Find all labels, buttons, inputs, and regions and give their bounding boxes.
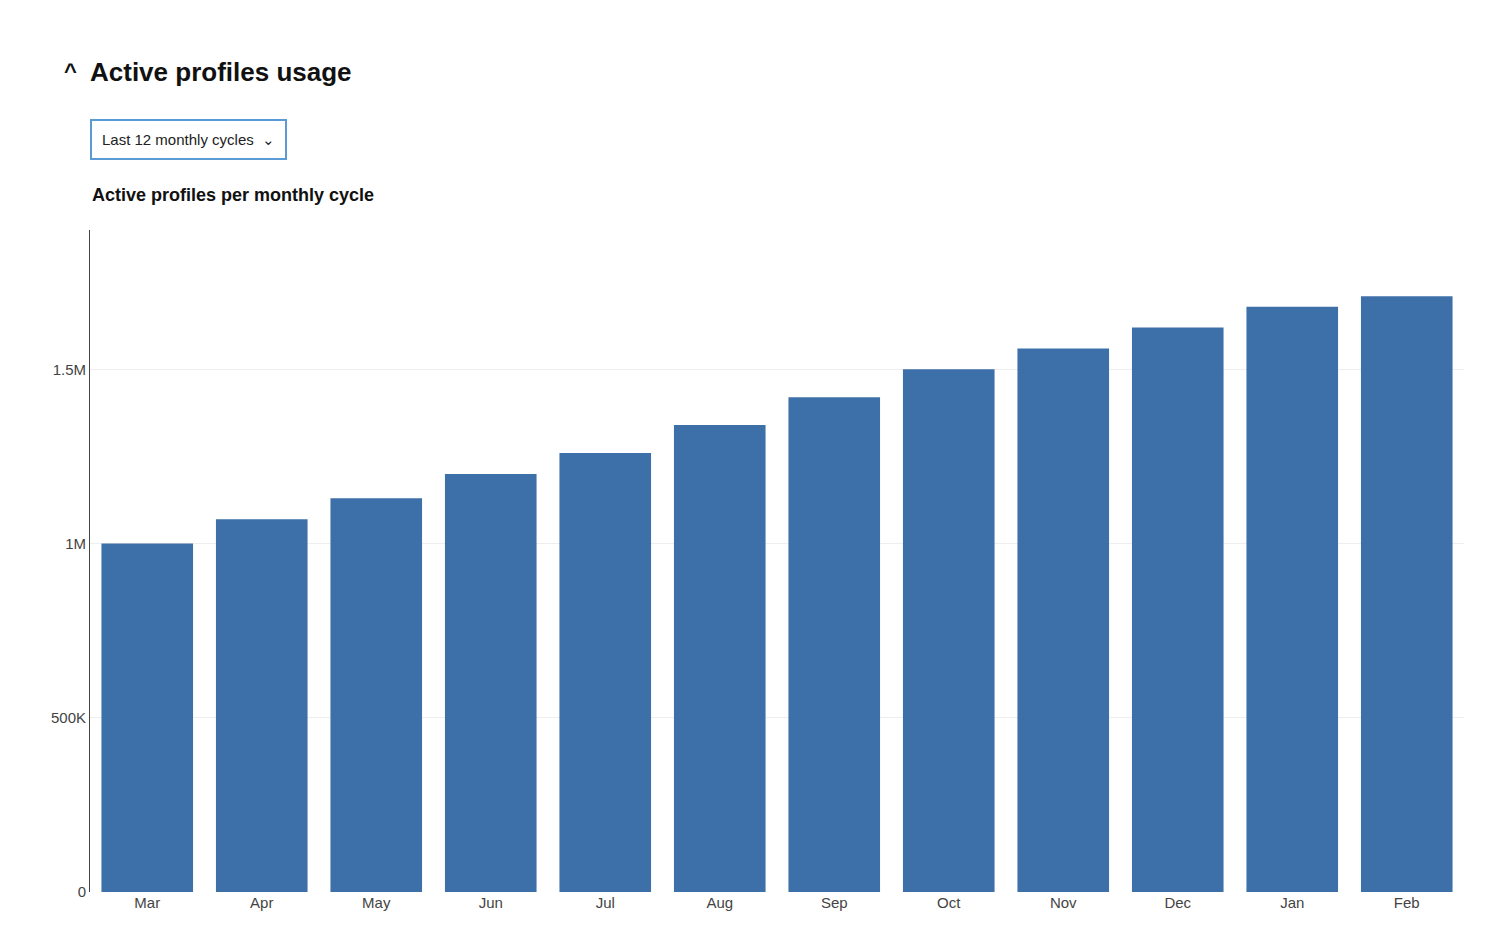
svg-text:Jan: Jan <box>1280 894 1304 911</box>
svg-text:1M: 1M <box>65 535 86 552</box>
svg-text:Aug: Aug <box>706 894 733 911</box>
svg-text:Jul: Jul <box>596 894 615 911</box>
svg-text:Mar: Mar <box>134 894 160 911</box>
svg-text:Nov: Nov <box>1050 894 1077 911</box>
svg-text:May: May <box>362 894 391 911</box>
svg-text:^: ^ <box>64 59 77 84</box>
svg-text:Active profiles per monthly cy: Active profiles per monthly cycle <box>92 185 374 205</box>
svg-text:Feb: Feb <box>1394 894 1420 911</box>
svg-text:0: 0 <box>78 883 86 900</box>
svg-text:500K: 500K <box>51 709 86 726</box>
svg-text:1.5M: 1.5M <box>53 361 86 378</box>
svg-text:Dec: Dec <box>1164 894 1191 911</box>
svg-text:Last 12 monthly cycles ⌄: Last 12 monthly cycles ⌄ <box>102 131 275 148</box>
svg-text:Sep: Sep <box>821 894 848 911</box>
svg-text:Apr: Apr <box>250 894 273 911</box>
svg-text:Active profiles usage: Active profiles usage <box>90 57 352 87</box>
svg-text:Oct: Oct <box>937 894 961 911</box>
svg-text:Jun: Jun <box>479 894 503 911</box>
